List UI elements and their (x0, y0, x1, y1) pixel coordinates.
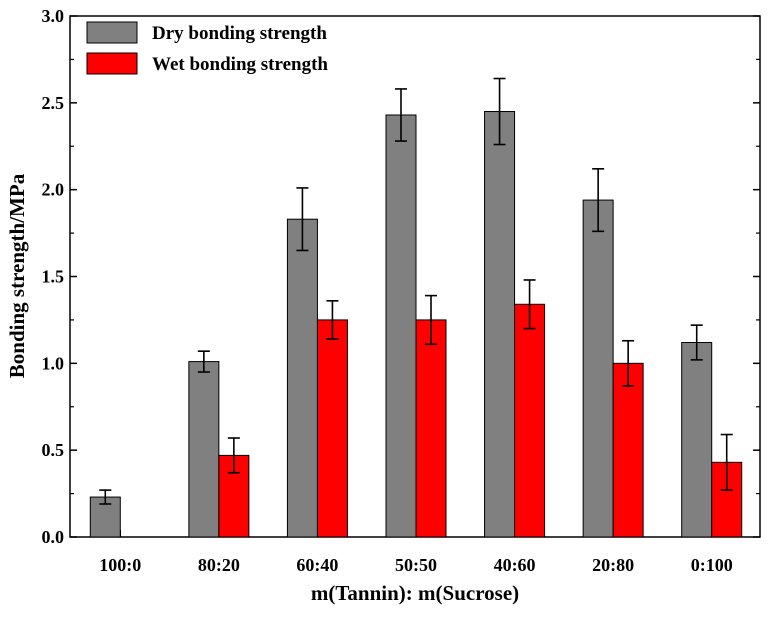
y-axis-label: Bonding strength/MPa (5, 173, 29, 378)
wet-bar-50-50 (415, 319, 447, 538)
y-tick-label: 0.5 (42, 440, 65, 460)
legend: Dry bonding strength Wet bonding strength (86, 21, 328, 75)
y-tick-label: 2.0 (42, 180, 65, 200)
dry-bar-40-60 (484, 111, 516, 538)
dry-bar-50-50 (385, 114, 417, 538)
y-tick-label: 0.0 (42, 527, 65, 547)
legend-swatch-dry (86, 21, 138, 44)
x-tick-label: 0:100 (691, 555, 733, 575)
wet-bar-40-60 (514, 303, 546, 538)
legend-label-dry: Dry bonding strength (152, 23, 327, 44)
legend-swatch-wet (86, 52, 138, 75)
dry-bar-60-40 (286, 218, 318, 538)
y-tick-label: 1.5 (42, 267, 65, 287)
dry-bar-80-20 (188, 361, 220, 538)
x-axis-label: m(Tannin): m(Sucrose) (311, 581, 519, 605)
bars (89, 77, 743, 538)
wet-bar-20-80 (612, 362, 644, 538)
x-tick-label: 80:20 (198, 555, 240, 575)
y-tick-label: 2.5 (42, 93, 65, 113)
x-tick-label: 50:50 (395, 555, 437, 575)
x-tick-label: 100:0 (99, 555, 141, 575)
x-tick-label: 40:60 (494, 555, 536, 575)
legend-label-wet: Wet bonding strength (152, 54, 328, 75)
x-tick-label: 60:40 (296, 555, 338, 575)
wet-bar-60-40 (316, 319, 348, 538)
dry-bar-20-80 (582, 199, 614, 538)
dry-bar-0-100 (681, 341, 713, 538)
y-tick-label: 3.0 (42, 6, 65, 26)
y-tick-label: 1.0 (42, 353, 65, 373)
x-tick-label: 20:80 (592, 555, 634, 575)
